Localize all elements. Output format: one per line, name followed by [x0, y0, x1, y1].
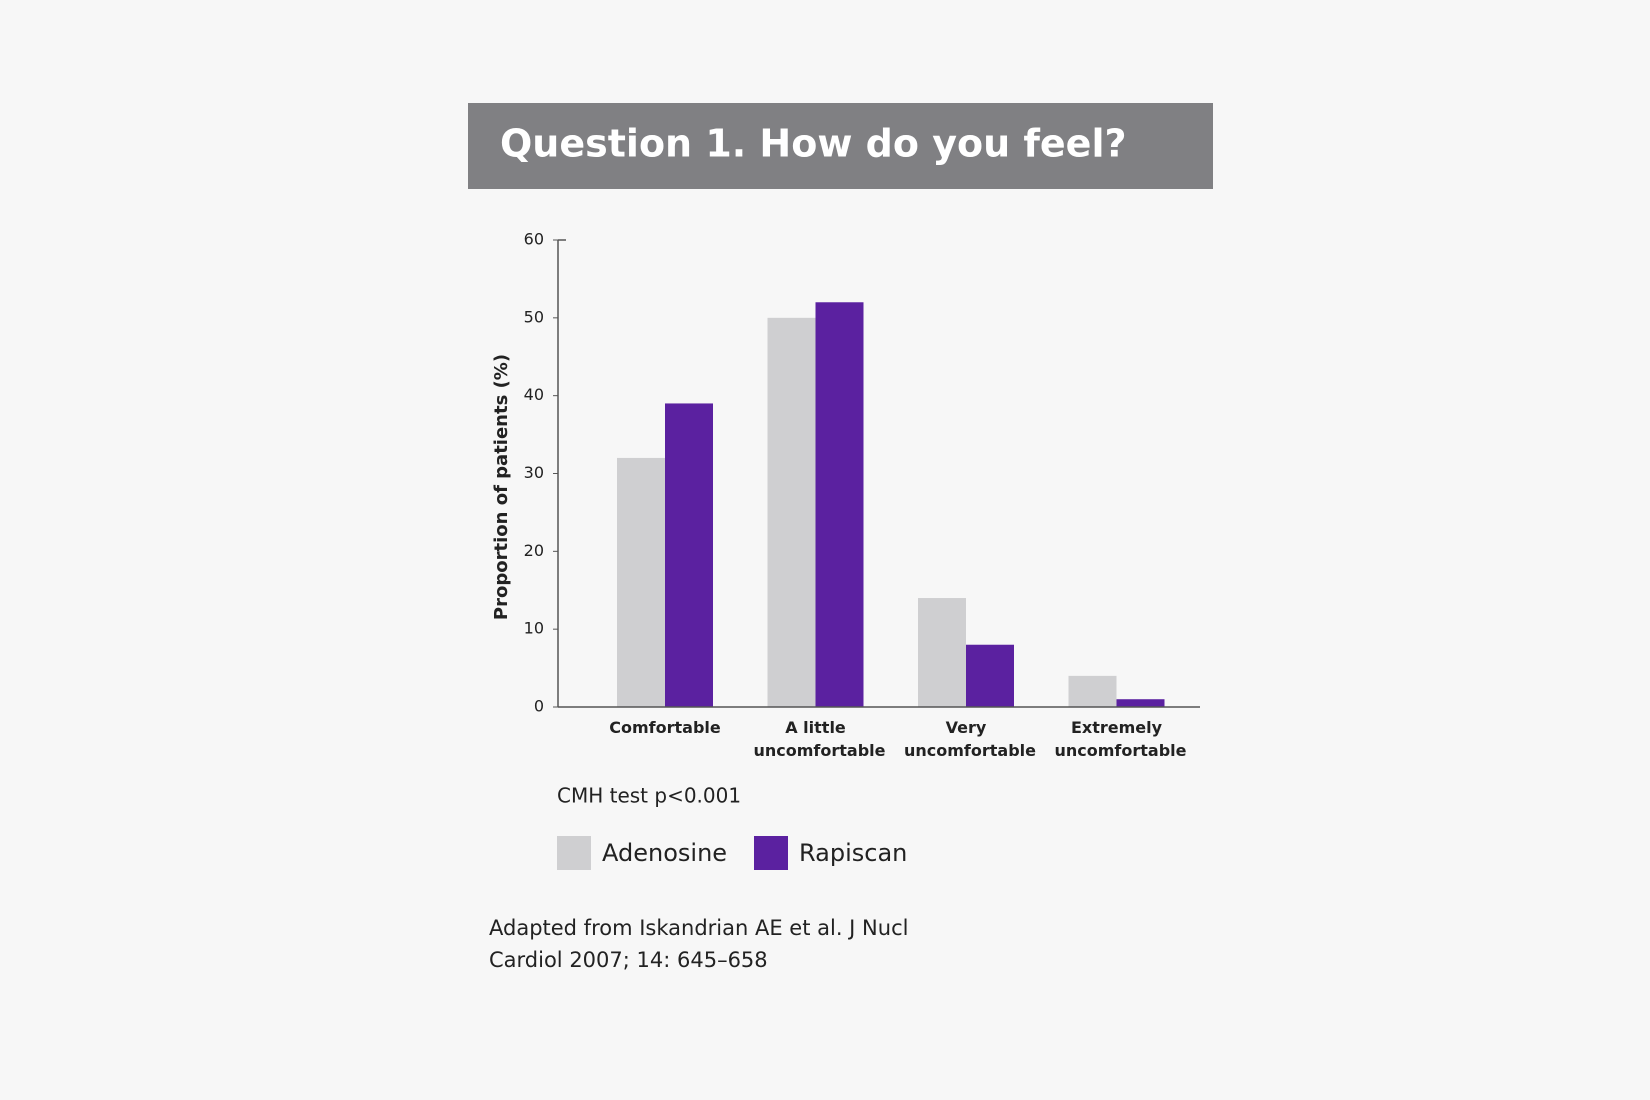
- source-box: Adapted from Iskandrian AE et al. J Nucl…: [489, 916, 909, 972]
- x-tick-box: Very uncomfortable: [904, 718, 1036, 760]
- legend-swatch: [754, 836, 788, 870]
- legend-swatch: [557, 836, 591, 870]
- y-tick-label: 60: [524, 230, 544, 249]
- bar: [1068, 675, 1117, 707]
- bar: [918, 598, 966, 707]
- bar: [966, 644, 1014, 707]
- bar: [665, 403, 713, 707]
- y-tick-label: 30: [524, 463, 544, 482]
- bar: [767, 317, 816, 707]
- bar: [815, 302, 864, 707]
- x-tick-box: Extremely uncomfortable: [1054, 718, 1187, 760]
- title-banner: [468, 103, 1213, 189]
- y-axis-label: Proportion of patients (%): [491, 354, 512, 620]
- y-tick-label: 20: [524, 541, 544, 560]
- legend-label: Rapiscan: [799, 839, 907, 867]
- x-tick-box: A little uncomfortable: [753, 718, 886, 760]
- y-tick-label: 50: [524, 307, 544, 326]
- y-tick-label: 40: [524, 385, 544, 404]
- annotation: CMH test p<0.001: [557, 784, 741, 808]
- x-tick-box: Comfortable: [609, 718, 721, 737]
- x-tick-label: A little uncomfortable: [753, 718, 886, 760]
- y-tick-label: 0: [534, 697, 544, 716]
- chart-title: Question 1. How do you feel?: [500, 122, 1127, 166]
- bar: [1116, 699, 1165, 707]
- legend-label: Adenosine: [602, 839, 727, 867]
- x-tick-label: Comfortable: [609, 718, 721, 737]
- x-tick-label: Extremely uncomfortable: [1054, 718, 1187, 760]
- x-tick-label: Very uncomfortable: [904, 718, 1036, 760]
- y-tick-label: 10: [524, 619, 544, 638]
- source-note: Adapted from Iskandrian AE et al. J Nucl…: [489, 916, 909, 972]
- bar: [617, 457, 665, 707]
